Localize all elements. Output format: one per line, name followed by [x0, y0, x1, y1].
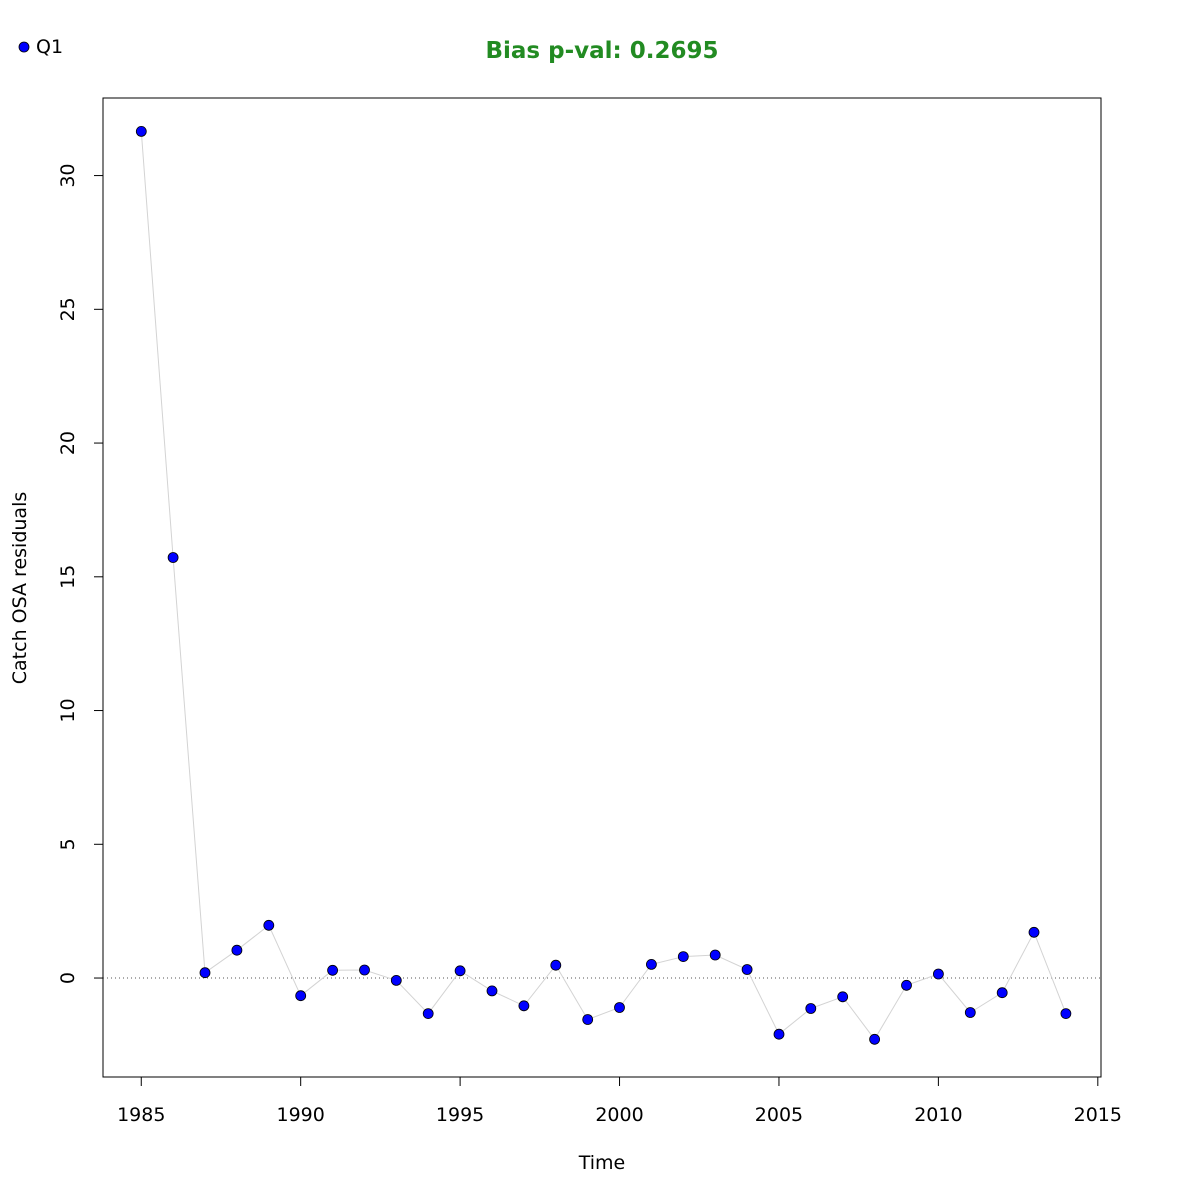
y-tick-label: 25: [57, 297, 79, 321]
data-point: [550, 959, 562, 971]
plot-frame: [102, 97, 1102, 1078]
legend-label-q1: Q1: [36, 36, 63, 58]
y-axis: 0 5 10 15 20 25 30: [57, 163, 104, 984]
data-point: [709, 949, 721, 961]
data-point: [996, 987, 1008, 999]
y-tick-label: 30: [57, 163, 79, 187]
data-point: [741, 964, 753, 975]
y-tick-label: 15: [57, 565, 79, 589]
points-group: [135, 125, 1072, 1045]
data-point: [167, 552, 179, 563]
data-point: [773, 1028, 785, 1040]
data-point: [837, 991, 849, 1003]
data-point: [901, 979, 912, 991]
data-point: [869, 1033, 880, 1045]
series-line-q1: [140, 131, 1067, 1041]
data-point: [263, 919, 275, 931]
x-tick-label: 2010: [914, 1104, 962, 1126]
data-point: [805, 1003, 817, 1014]
data-point: [199, 967, 211, 979]
y-tick-label: 5: [57, 838, 79, 850]
data-point: [422, 1008, 434, 1019]
y-tick-label: 20: [57, 431, 79, 455]
x-tick-label: 2015: [1074, 1104, 1122, 1126]
data-point: [486, 985, 498, 997]
x-axis: 1985 1990 1995 2000 2005 2010 2015: [117, 1076, 1122, 1126]
x-tick-label: 1995: [436, 1104, 484, 1126]
y-axis-title: Catch OSA residuals: [9, 492, 31, 684]
x-tick-label: 2005: [755, 1104, 803, 1126]
data-point: [231, 944, 243, 956]
legend: Q1: [18, 36, 63, 58]
series-line-group: [140, 131, 1067, 1041]
data-point: [614, 1002, 625, 1013]
x-tick-label: 1990: [277, 1104, 325, 1126]
data-point: [582, 1014, 594, 1025]
chart-title: Bias p-val: 0.2695: [486, 38, 719, 64]
y-tick-label: 10: [57, 698, 79, 722]
data-point: [454, 965, 466, 977]
data-point: [1028, 926, 1040, 938]
legend-marker-q1: [18, 41, 30, 53]
y-tick-label: 0: [57, 972, 79, 984]
data-point: [933, 968, 944, 980]
data-point: [295, 990, 307, 1002]
data-point: [1060, 1008, 1072, 1019]
x-tick-label: 1985: [117, 1104, 165, 1126]
data-point: [390, 975, 402, 986]
data-point: [964, 1007, 976, 1018]
x-axis-title: Time: [578, 1152, 626, 1174]
data-point: [677, 951, 689, 962]
x-tick-label: 2000: [595, 1104, 643, 1126]
data-point: [135, 125, 147, 137]
data-point: [359, 964, 370, 976]
data-point: [327, 964, 339, 976]
data-point: [518, 1000, 530, 1012]
data-point: [646, 959, 657, 970]
